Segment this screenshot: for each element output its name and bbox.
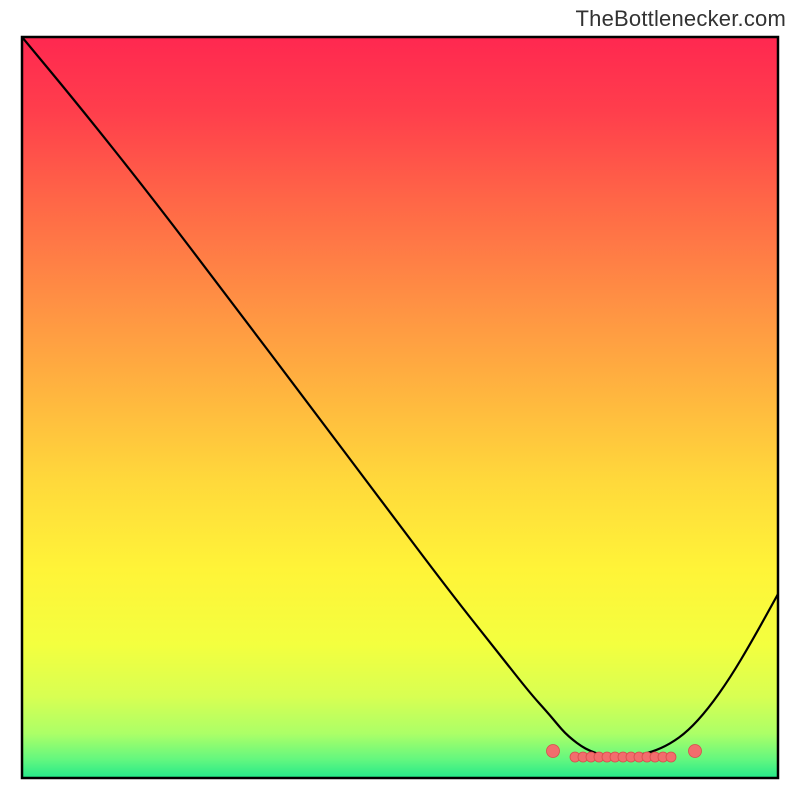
chart-background	[22, 37, 778, 778]
marker-dot	[666, 752, 676, 762]
chart-container: TheBottlenecker.com	[0, 0, 800, 800]
marker-dot	[689, 745, 702, 758]
bottleneck-chart	[0, 0, 800, 800]
marker-dot	[547, 745, 560, 758]
watermark-text: TheBottlenecker.com	[576, 6, 786, 32]
